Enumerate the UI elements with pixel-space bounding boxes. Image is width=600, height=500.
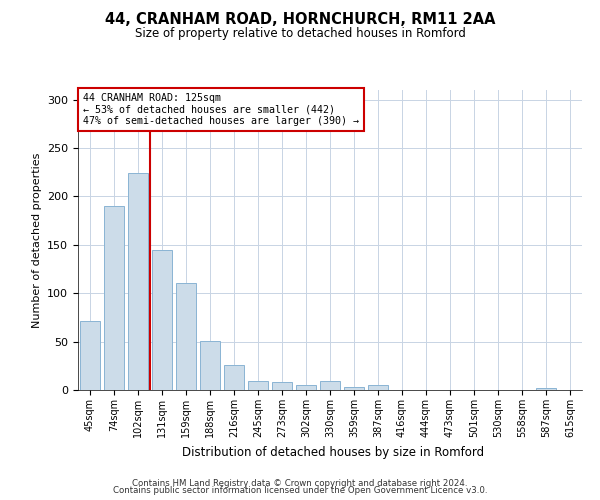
Bar — [176, 282, 196, 390]
Bar — [320, 382, 340, 390]
Bar — [80, 322, 100, 390]
Text: Contains public sector information licensed under the Open Government Licence v3: Contains public sector information licen… — [113, 486, 487, 495]
Text: Distribution of detached houses by size in Romford: Distribution of detached houses by size … — [182, 446, 484, 459]
Text: 44 CRANHAM ROAD: 125sqm
← 53% of detached houses are smaller (442)
47% of semi-d: 44 CRANHAM ROAD: 125sqm ← 53% of detache… — [83, 93, 359, 126]
Bar — [224, 365, 244, 390]
Bar — [344, 387, 364, 390]
Y-axis label: Number of detached properties: Number of detached properties — [32, 152, 41, 328]
Bar — [368, 385, 388, 390]
Text: 44, CRANHAM ROAD, HORNCHURCH, RM11 2AA: 44, CRANHAM ROAD, HORNCHURCH, RM11 2AA — [105, 12, 495, 28]
Bar — [200, 340, 220, 390]
Bar — [104, 206, 124, 390]
Bar — [272, 382, 292, 390]
Bar — [536, 388, 556, 390]
Bar — [152, 250, 172, 390]
Text: Contains HM Land Registry data © Crown copyright and database right 2024.: Contains HM Land Registry data © Crown c… — [132, 478, 468, 488]
Text: Size of property relative to detached houses in Romford: Size of property relative to detached ho… — [134, 28, 466, 40]
Bar — [128, 173, 148, 390]
Bar — [248, 382, 268, 390]
Bar — [296, 385, 316, 390]
